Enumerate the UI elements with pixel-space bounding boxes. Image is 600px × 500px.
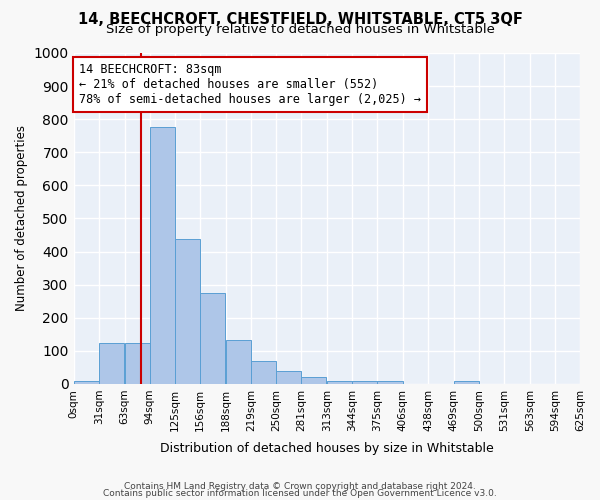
Bar xyxy=(301,376,326,384)
Text: Contains public sector information licensed under the Open Government Licence v3: Contains public sector information licen… xyxy=(103,489,497,498)
Text: 14, BEECHCROFT, CHESTFIELD, WHITSTABLE, CT5 3QF: 14, BEECHCROFT, CHESTFIELD, WHITSTABLE, … xyxy=(77,12,523,28)
Text: Size of property relative to detached houses in Whitstable: Size of property relative to detached ho… xyxy=(106,22,494,36)
Bar xyxy=(352,380,377,384)
Bar xyxy=(175,239,200,384)
Bar xyxy=(150,128,175,384)
Bar xyxy=(226,340,251,384)
Bar xyxy=(276,372,301,384)
Bar xyxy=(74,380,98,384)
Text: 14 BEECHCROFT: 83sqm
← 21% of detached houses are smaller (552)
78% of semi-deta: 14 BEECHCROFT: 83sqm ← 21% of detached h… xyxy=(79,63,421,106)
Bar xyxy=(251,360,276,384)
Text: Contains HM Land Registry data © Crown copyright and database right 2024.: Contains HM Land Registry data © Crown c… xyxy=(124,482,476,491)
Y-axis label: Number of detached properties: Number of detached properties xyxy=(15,126,28,312)
Bar xyxy=(98,342,124,384)
X-axis label: Distribution of detached houses by size in Whitstable: Distribution of detached houses by size … xyxy=(160,442,494,455)
Bar xyxy=(327,380,352,384)
Bar xyxy=(377,380,403,384)
Bar xyxy=(200,293,225,384)
Bar xyxy=(454,382,479,384)
Bar xyxy=(125,342,150,384)
